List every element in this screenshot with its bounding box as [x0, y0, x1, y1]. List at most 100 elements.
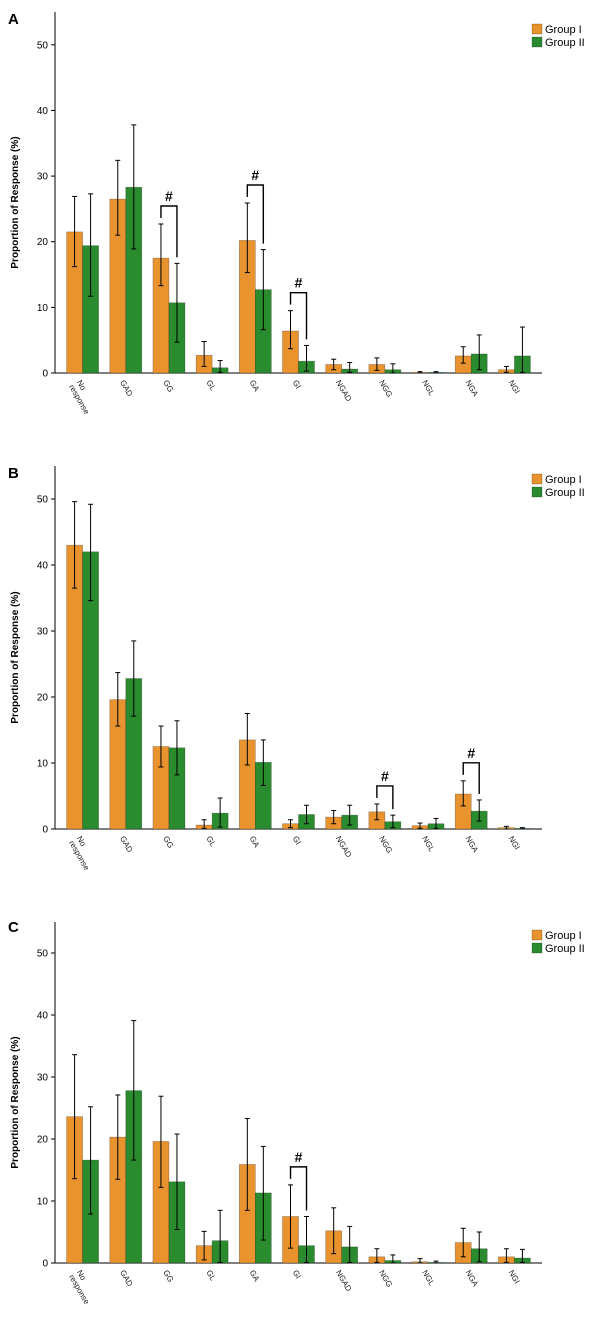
x-tick-label-line: NGI [507, 835, 522, 852]
significance-marker: # [381, 768, 389, 784]
x-tick-label: GI [291, 835, 303, 847]
x-tick-label: NGL [420, 1269, 436, 1288]
x-tick-label: GAD [118, 835, 135, 855]
legend-swatch-group-i [531, 473, 543, 485]
panel-letter: A [8, 11, 19, 28]
y-tick-label: 20 [37, 1135, 49, 1146]
x-tick-label: GL [204, 1269, 217, 1283]
x-tick-label: GI [291, 1269, 303, 1281]
x-tick-label: GL [204, 379, 217, 393]
x-tick-label: NGA [463, 1269, 480, 1289]
x-tick-label-line: GA [248, 379, 262, 394]
x-tick-label-line: GA [248, 835, 262, 850]
legend-label: Group I [545, 930, 582, 942]
x-tick-label-line: NGL [420, 1269, 436, 1288]
y-tick-label: 0 [42, 369, 48, 380]
significance-marker: # [295, 275, 303, 291]
x-tick-label-line: NGG [377, 835, 394, 855]
x-tick-label: GG [161, 835, 175, 850]
panel-letter: C [8, 919, 19, 936]
x-tick-label-line: NGL [420, 835, 436, 854]
y-tick-label: 10 [37, 1197, 49, 1208]
x-tick-label-line: NGI [507, 1269, 522, 1286]
x-tick-label: GG [161, 379, 175, 394]
x-tick-label: NGG [377, 835, 394, 855]
x-tick-label-line: GI [291, 379, 303, 391]
x-tick-label: Noresponse [67, 379, 99, 417]
y-tick-label: 0 [42, 825, 48, 836]
y-tick-label: 20 [37, 237, 49, 248]
x-tick-label: NGAD [334, 1269, 353, 1294]
x-tick-label: GAD [118, 1269, 135, 1289]
x-tick-label-line: GI [291, 1269, 303, 1281]
x-tick-label-line: NGI [507, 379, 522, 396]
x-tick-label: NGA [463, 835, 480, 855]
x-tick-label-line: NGAD [334, 1269, 353, 1294]
x-tick-label-line: GL [204, 379, 217, 393]
y-tick-label: 10 [37, 759, 49, 770]
y-tick-label: 40 [37, 1011, 49, 1022]
x-tick-label-line: GAD [118, 1269, 135, 1289]
y-tick-label: 30 [37, 627, 49, 638]
y-axis-label: Proportion of Response (%) [10, 591, 21, 723]
x-tick-label-line: NGG [377, 1269, 394, 1289]
x-tick-label: NGAD [334, 835, 353, 860]
x-tick-label-line: NGG [377, 379, 394, 399]
y-tick-label: 30 [37, 172, 49, 183]
x-tick-label: NGG [377, 379, 394, 399]
significance-bracket [376, 785, 394, 810]
x-tick-label: Noresponse [67, 1269, 99, 1307]
x-tick-label-line: NGAD [334, 379, 353, 404]
x-tick-label: GAD [118, 379, 135, 399]
significance-marker: # [295, 1149, 303, 1165]
x-tick-label-line: GG [161, 835, 175, 850]
y-tick-label: 40 [37, 561, 49, 572]
y-axis-label: Proportion of Response (%) [10, 136, 21, 268]
legend-label: Group I [545, 24, 582, 36]
chart-panel-c: C Proportion of Response (%) 0 10 20 30 40 50 No… [8, 919, 585, 1306]
significance-bracket [289, 1166, 308, 1211]
legend-label: Group II [545, 943, 585, 955]
x-tick-label: NGA [463, 379, 480, 399]
x-tick-label-line: NGAD [334, 835, 353, 860]
x-tick-label-line: NGA [463, 379, 480, 399]
x-tick-label-line: GI [291, 835, 303, 847]
legend-label: Group II [545, 487, 585, 499]
x-tick-label-line: NGL [420, 379, 436, 398]
x-tick-label: NGG [377, 1269, 394, 1289]
x-tick-label-line: GG [161, 379, 175, 394]
legend-label: Group I [545, 474, 582, 486]
y-axis-label: Proportion of Response (%) [10, 1036, 21, 1168]
legend-swatch-group-ii [531, 942, 543, 954]
x-tick-label: GA [248, 1269, 262, 1284]
chart-panel-a: A Proportion of Response (%) 0 10 20 30 40 50 No… [8, 11, 585, 416]
x-tick-label-line: GA [248, 1269, 262, 1284]
significance-bracket [462, 762, 480, 794]
significance-bracket [160, 205, 178, 258]
x-tick-label-line: NGA [463, 835, 480, 855]
x-tick-label: GI [291, 379, 303, 391]
x-tick-label-line: GL [204, 835, 217, 849]
significance-bracket [289, 291, 308, 340]
significance-marker: # [251, 167, 259, 183]
chart-panel-b: B Proportion of Response (%) 0 10 20 30 40 50 No… [8, 465, 585, 872]
y-tick-label: 10 [37, 303, 49, 314]
panel-letter: B [8, 465, 19, 482]
significance-marker: # [165, 188, 173, 204]
y-tick-label: 50 [37, 495, 49, 506]
legend-swatch-group-i [531, 929, 543, 941]
x-tick-label-line: GAD [118, 379, 135, 399]
x-tick-label-line: GL [204, 1269, 217, 1283]
x-tick-label: NGL [420, 835, 436, 854]
y-tick-label: 40 [37, 106, 49, 117]
x-tick-label-line: GAD [118, 835, 135, 855]
x-tick-label: GL [204, 835, 217, 849]
x-tick-label-line: GG [161, 1269, 175, 1284]
x-tick-label: NGL [420, 379, 436, 398]
x-tick-label: GA [248, 379, 262, 394]
x-tick-label: NGAD [334, 379, 353, 404]
x-tick-label: NGI [507, 835, 522, 852]
y-tick-label: 30 [37, 1073, 49, 1084]
x-tick-label: GG [161, 1269, 175, 1284]
